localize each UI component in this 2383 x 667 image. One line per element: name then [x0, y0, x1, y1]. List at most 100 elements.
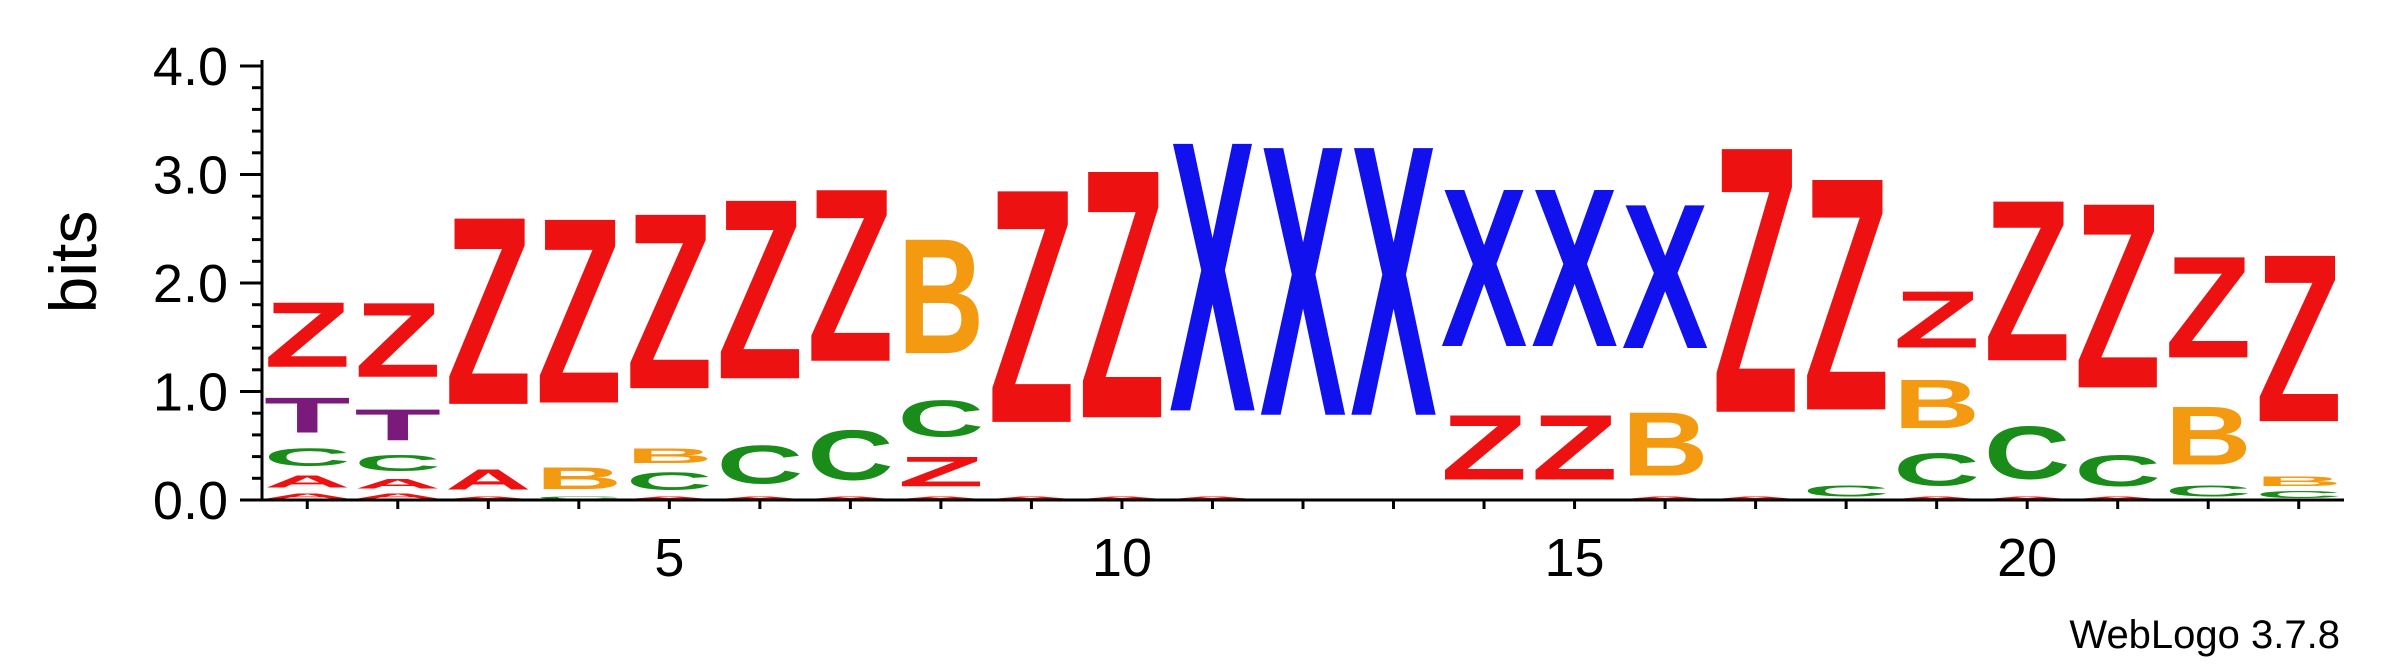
logo-letter-x: X — [1260, 65, 1347, 498]
logo-letter-c: C — [626, 468, 713, 496]
position-stack-10: AZ — [1079, 95, 1166, 500]
logo-letter-z: Z — [1984, 152, 2071, 410]
logo-letter-c: C — [1893, 444, 1980, 496]
logo-letter-x: X — [1441, 142, 1528, 395]
logo-letter-b: B — [1622, 393, 1709, 495]
logo-letter-a: A — [1079, 496, 1166, 500]
logo-letter-z: Z — [1712, 67, 1799, 494]
logo-letter-x: X — [1531, 142, 1618, 395]
y-tick-label: 1.0 — [153, 363, 228, 423]
position-stack-23: CBZ — [2255, 203, 2342, 500]
position-stack-13: X — [1350, 65, 1437, 498]
logo-letter-z: Z — [2074, 148, 2161, 445]
position-stack-12: X — [1260, 65, 1347, 498]
weblogo-credit: WebLogo 3.7.8 — [2069, 613, 2340, 657]
position-stack-3: AAZ — [445, 160, 532, 500]
logo-letter-z: Z — [445, 160, 532, 462]
logo-letter-z: Z — [2165, 227, 2252, 389]
x-axis-ticks: 5 10 15 20 — [305, 500, 2301, 588]
position-stack-16: ABX — [1622, 160, 1709, 500]
position-stack-7: ACZ — [807, 136, 894, 500]
logo-letter-a: A — [1893, 496, 1980, 500]
logo-letter-c: C — [2074, 446, 2161, 496]
position-stack-15: ZX — [1531, 142, 1618, 500]
logo-letter-b: B — [898, 204, 985, 388]
logo-letter-z: Z — [1531, 396, 1618, 499]
logo-letter-z: Z — [264, 284, 351, 387]
logo-letter-c: C — [1984, 411, 2071, 495]
logo-letter-z: Z — [1441, 396, 1528, 499]
position-stack-17: AZ — [1712, 67, 1799, 500]
logo-letter-a: A — [807, 496, 894, 500]
position-stack-22: CBZ — [2165, 227, 2252, 500]
position-stack-14: ZX — [1441, 142, 1528, 500]
logo-letter-a: A — [626, 496, 713, 500]
y-tick-label: 3.0 — [153, 146, 228, 206]
logo-letter-x: X — [1350, 65, 1437, 498]
position-stack-20: ACZ — [1984, 152, 2071, 500]
y-tick-label: 2.0 — [153, 254, 228, 314]
logo-letter-c: C — [717, 435, 804, 496]
y-tick-label: 4.0 — [153, 37, 228, 97]
logo-letter-z: Z — [355, 281, 442, 400]
logo-letter-z: Z — [1803, 109, 1890, 481]
chart-axes: 0.0 1.0 2.0 3.0 4.0 5 10 15 20 — [153, 37, 2344, 588]
logo-letter-x: X — [1169, 60, 1256, 493]
logo-letter-c: C — [1803, 483, 1890, 500]
logo-letter-a: A — [717, 496, 804, 500]
logo-letter-a: A — [2074, 496, 2161, 500]
logo-letter-a: A — [1984, 496, 2071, 500]
x-tick-label: 15 — [1545, 528, 1605, 588]
logo-letter-t: T — [355, 400, 442, 450]
logo-letter-a: A — [988, 496, 1075, 500]
y-axis-ticks: 0.0 1.0 2.0 3.0 4.0 — [153, 37, 262, 531]
logo-letter-x: X — [1622, 160, 1709, 393]
logo-letter-z: Z — [1079, 95, 1166, 493]
position-stack-18: CZ — [1803, 109, 1890, 500]
logo-letter-b: B — [2165, 389, 2252, 482]
logo-letter-c: C — [355, 450, 442, 476]
logo-letter-a: A — [445, 496, 532, 500]
logo-letter-z: Z — [1893, 274, 1980, 365]
x-tick-label: 10 — [1092, 528, 1152, 588]
logo-letter-c: C — [898, 389, 985, 448]
logo-letter-z: Z — [2255, 203, 2342, 472]
position-stack-11: AX — [1169, 60, 1256, 500]
position-stack-6: ACZ — [717, 146, 804, 500]
logo-letter-b: B — [626, 444, 713, 468]
logo-letter-a: A — [1712, 496, 1799, 500]
logo-letter-z: Z — [807, 136, 894, 414]
logo-letter-a: A — [355, 491, 442, 500]
logo-letter-a: A — [264, 491, 351, 500]
position-stack-21: ACZ — [2074, 148, 2161, 500]
logo-letter-t: T — [264, 387, 351, 443]
position-stack-4: CBZ — [536, 163, 623, 500]
logo-letter-c: C — [264, 444, 351, 472]
logo-letter-z: Z — [898, 448, 984, 496]
x-tick-label: 20 — [1997, 528, 2057, 588]
logo-letter-a: A — [355, 476, 442, 491]
y-axis-label: bits — [36, 211, 110, 314]
x-tick-label: 5 — [654, 528, 684, 588]
y-tick-label: 0.0 — [153, 471, 228, 531]
logo-letter-a: A — [264, 472, 351, 491]
logo-letter-b: B — [536, 461, 623, 496]
logo-letter-b: B — [2255, 474, 2342, 489]
logo-letter-a: A — [1622, 496, 1709, 500]
logo-letter-c: C — [536, 496, 623, 500]
logo-letter-c: C — [2255, 489, 2342, 500]
logo-letter-a: A — [1169, 496, 1256, 500]
logo-letter-z: Z — [988, 118, 1075, 493]
logo-letter-c: C — [807, 415, 894, 495]
logo-letter-z: Z — [626, 161, 713, 442]
logo-letter-b: B — [1893, 365, 1980, 443]
logo-letter-c: C — [2165, 483, 2252, 500]
position-stack-9: AZ — [988, 118, 1075, 500]
